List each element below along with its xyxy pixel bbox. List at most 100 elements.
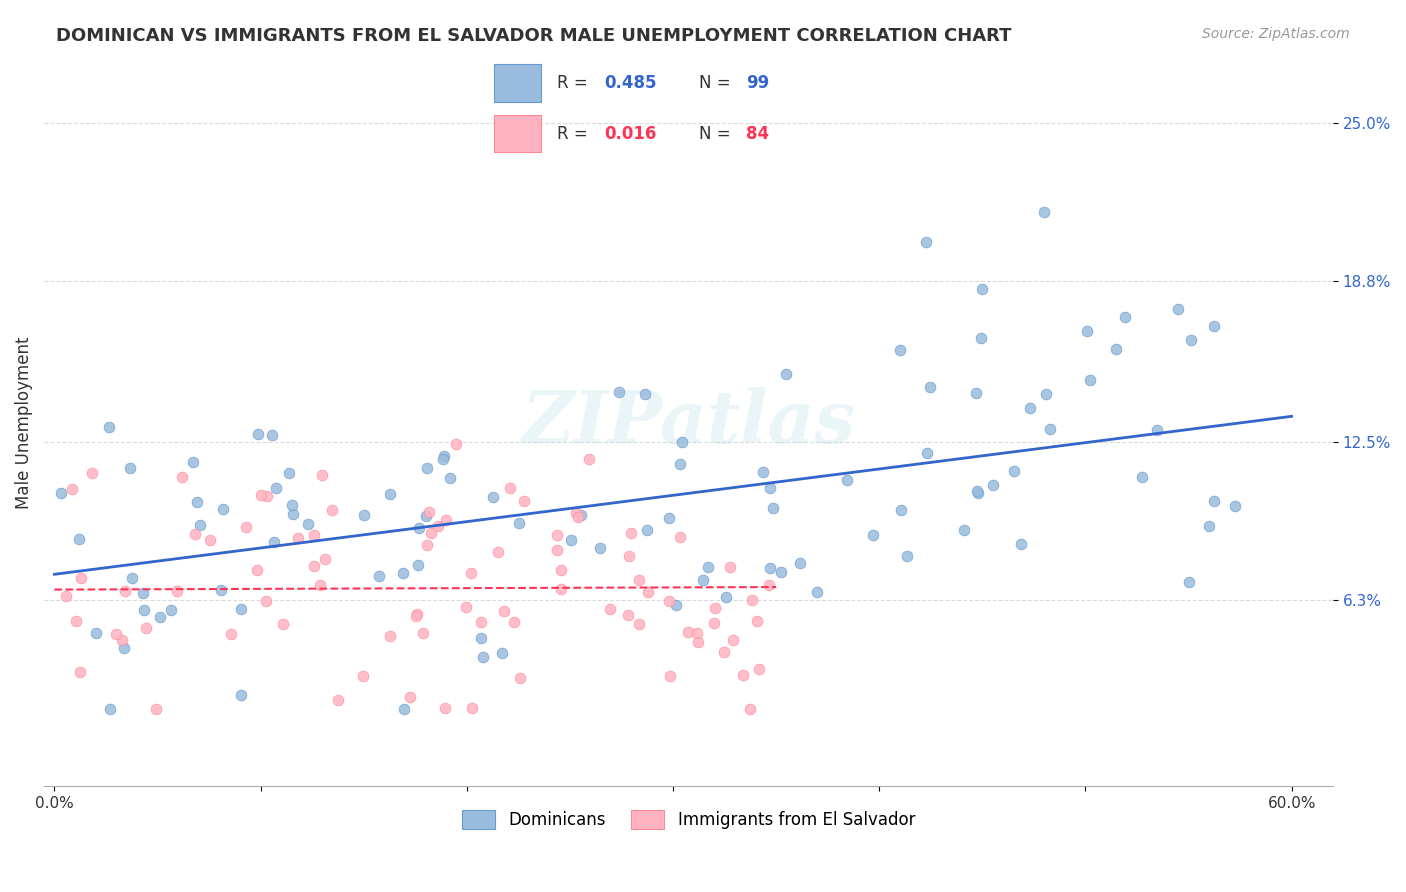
Point [432,451,454,466]
Point [304,527,326,541]
Point [260,428,283,442]
Point [461,700,484,714]
Point [70,571,93,585]
Point [703,601,725,615]
Point [636,523,658,537]
Point [508,516,530,530]
Point [499,481,522,495]
Point [492,604,515,618]
Point [738,702,761,716]
Point [97,420,120,434]
Point [391,566,413,580]
Point [416,461,439,475]
Point [862,527,884,541]
Point [789,556,811,570]
Point [560,533,582,547]
Point [302,559,325,574]
Point [745,614,768,628]
Point [160,603,183,617]
Point [770,566,793,580]
Point [1002,464,1025,478]
Point [172,470,194,484]
Point [970,330,993,344]
Point [503,615,526,629]
Point [1018,401,1040,415]
Point [111,632,134,647]
Point [762,501,785,516]
Point [69,665,91,680]
Point [731,667,754,681]
Text: N =: N = [699,75,735,93]
Point [890,503,912,517]
Point [121,571,143,585]
Text: ZIPatlas: ZIPatlas [522,387,856,458]
Point [550,563,572,577]
Point [212,501,235,516]
Point [546,528,568,542]
Text: Source: ZipAtlas.com: Source: ZipAtlas.com [1202,27,1350,41]
Point [229,688,252,702]
Point [250,488,273,502]
Point [702,615,724,630]
Point [1033,205,1056,219]
Point [627,617,650,632]
Point [659,669,682,683]
Point [1204,319,1226,334]
Point [287,531,309,545]
Point [49,486,72,500]
Point [446,437,468,451]
Text: N =: N = [699,125,735,143]
Point [247,427,270,442]
Point [65,614,87,628]
Text: 0.016: 0.016 [605,125,657,143]
Point [617,607,640,622]
Point [634,386,657,401]
Point [567,509,589,524]
Point [219,627,242,641]
Point [599,601,621,615]
Point [256,489,278,503]
Text: R =: R = [557,75,593,93]
Point [578,451,600,466]
Point [1080,373,1102,387]
Point [246,563,269,577]
Point [665,598,688,612]
Point [406,607,429,621]
Point [758,578,780,592]
Point [718,560,741,574]
Point [283,507,305,521]
Point [297,517,319,532]
Point [470,615,492,629]
FancyBboxPatch shape [494,64,541,102]
Point [145,702,167,716]
Point [454,599,477,614]
Point [918,380,941,394]
Point [112,640,135,655]
Point [1076,324,1098,338]
Point [889,343,911,358]
Point [434,513,457,527]
Point [209,583,232,598]
Point [617,549,640,564]
Point [264,481,287,495]
Point [686,626,709,640]
Point [132,586,155,600]
Point [486,545,509,559]
Point [759,481,782,495]
Text: R =: R = [557,125,593,143]
Point [408,558,430,573]
Point [311,467,333,482]
Point [1178,575,1201,590]
Point [966,483,988,498]
Point [1104,343,1126,357]
Point [380,486,402,500]
FancyBboxPatch shape [494,114,541,152]
Point [281,498,304,512]
Point [470,631,492,645]
Point [607,385,630,400]
Text: 84: 84 [745,125,769,143]
Point [589,541,612,556]
Point [277,466,299,480]
Point [752,465,775,479]
Point [399,690,422,704]
